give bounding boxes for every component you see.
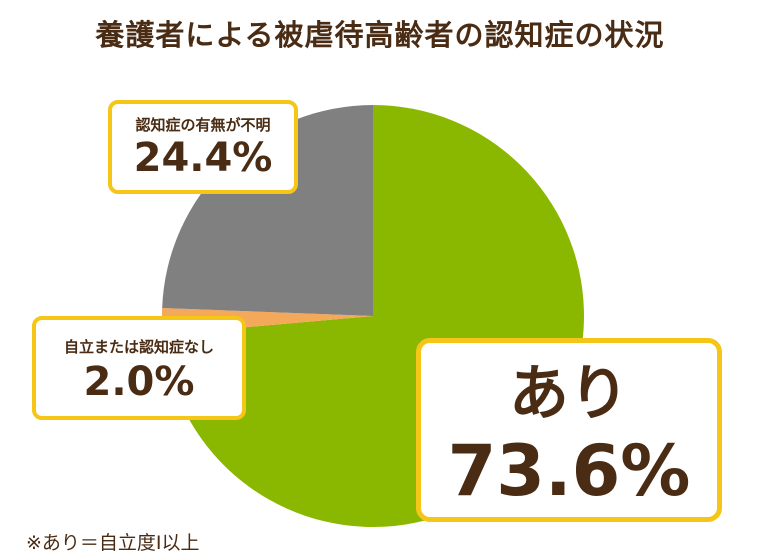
pie-slice-unknown bbox=[162, 105, 373, 316]
chart-title: 養護者による被虐待高齢者の認知症の状況 bbox=[95, 18, 665, 52]
callout-yes: あり 73.6% bbox=[416, 338, 722, 522]
callout-unknown-label: 認知症の有無が不明 bbox=[135, 116, 271, 134]
callout-none-label: 自立または認知症なし bbox=[63, 338, 214, 356]
callout-none-value: 2.0% bbox=[83, 359, 195, 405]
callout-unknown-value: 24.4% bbox=[133, 135, 273, 181]
callout-yes-value: 73.6% bbox=[447, 430, 691, 512]
callout-none: 自立または認知症なし 2.0% bbox=[32, 316, 246, 420]
footnote: ※あり＝自立度Ⅰ以上 bbox=[26, 532, 200, 554]
callout-yes-label: あり bbox=[509, 359, 629, 429]
callout-unknown: 認知症の有無が不明 24.4% bbox=[108, 100, 298, 194]
